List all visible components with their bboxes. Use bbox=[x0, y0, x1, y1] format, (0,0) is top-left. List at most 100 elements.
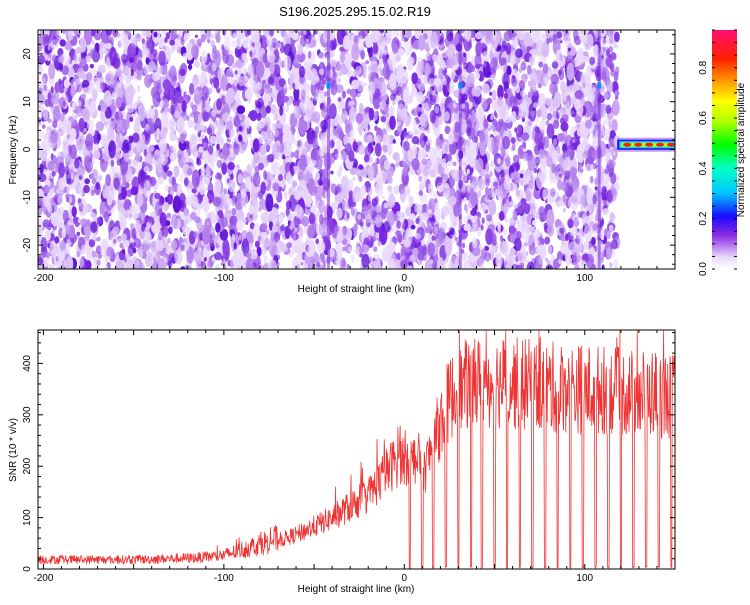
spectrogram-cell bbox=[401, 37, 405, 42]
spectrogram-cell bbox=[357, 214, 362, 220]
spectrogram-cell bbox=[297, 140, 302, 148]
spectrogram-cell bbox=[512, 40, 518, 49]
spectrogram-cell bbox=[289, 221, 296, 229]
spectrogram-cell bbox=[109, 47, 118, 65]
spectrogram-cell bbox=[346, 213, 350, 219]
spectrogram-cell bbox=[50, 129, 59, 144]
spectrogram-cell bbox=[102, 189, 109, 199]
spectrogram-cell bbox=[396, 220, 401, 229]
spectrogram-cell bbox=[43, 260, 49, 267]
spectrogram-cell bbox=[582, 150, 590, 159]
spectrogram-cell bbox=[553, 119, 560, 129]
spectrogram-cell bbox=[485, 162, 490, 173]
spectrogram-cell bbox=[310, 204, 317, 214]
spectrogram-cell bbox=[525, 189, 532, 202]
spectrogram-cell bbox=[85, 133, 94, 151]
spectrogram-cell bbox=[272, 85, 276, 94]
spectrogram-cell bbox=[76, 231, 81, 236]
spectrogram-cell bbox=[173, 165, 180, 178]
spectrogram-cell bbox=[281, 154, 286, 160]
spectrogram-cell bbox=[216, 247, 222, 254]
spectrogram-cell bbox=[216, 113, 220, 118]
spectrogram-cell bbox=[527, 64, 532, 75]
spectrogram-cell bbox=[302, 262, 309, 269]
spectrogram-cell bbox=[111, 79, 116, 86]
spectrogram-cell bbox=[380, 170, 387, 184]
spectrogram-cell bbox=[110, 159, 115, 167]
spectrogram-cell bbox=[562, 195, 566, 204]
spectrogram-cell bbox=[386, 210, 396, 226]
spectrogram-cell bbox=[154, 200, 163, 217]
spectrogram-cell bbox=[352, 106, 357, 113]
spectrogram-cell bbox=[429, 31, 439, 50]
spectrogram-cell bbox=[594, 186, 598, 191]
spectrogram-cell bbox=[129, 116, 134, 122]
spectrogram-cell bbox=[472, 216, 479, 229]
spectrogram-cell bbox=[363, 82, 367, 87]
spectrogram-cell bbox=[260, 222, 268, 231]
spectrogram-cell bbox=[162, 79, 171, 90]
spectrogram-cell bbox=[329, 103, 337, 120]
spectrogram-cell bbox=[62, 145, 69, 159]
spectrogram-cell bbox=[446, 77, 452, 83]
spectrogram-cell bbox=[175, 35, 179, 39]
spectrogram-cell bbox=[91, 250, 96, 258]
spectrogram-cell bbox=[39, 94, 46, 105]
spectrogram-cell bbox=[504, 116, 511, 124]
spectrogram-cell bbox=[180, 36, 185, 46]
spectrogram-cell bbox=[577, 232, 582, 240]
spectrogram-cell bbox=[544, 76, 549, 85]
spectrogram-cell bbox=[321, 79, 327, 85]
spectrogram-cell bbox=[515, 48, 523, 58]
spectrogram-cell bbox=[257, 162, 264, 171]
spectrogram-cell bbox=[191, 169, 200, 189]
spectrogram-cell bbox=[38, 55, 43, 60]
spectrogram-cell bbox=[294, 150, 300, 159]
spectrogram-cell bbox=[437, 166, 445, 176]
figure-title: S196.2025.295.15.02.R19 bbox=[279, 4, 431, 19]
spectrogram-cell bbox=[444, 125, 451, 135]
spectrogram-cell bbox=[143, 180, 152, 199]
spectrogram-cell bbox=[235, 37, 242, 50]
spectrogram-cell bbox=[296, 264, 300, 269]
spectrogram-cell bbox=[182, 129, 187, 134]
spectrogram-cell bbox=[546, 37, 550, 45]
spectrogram-cell bbox=[540, 32, 545, 40]
spectrogram-cell bbox=[83, 30, 89, 36]
spectrogram-cell bbox=[253, 150, 260, 164]
spectrogram-cell bbox=[556, 31, 562, 39]
spectrogram-cell bbox=[560, 80, 566, 92]
spectrogram-cell bbox=[352, 176, 356, 182]
spectrogram-cell bbox=[151, 71, 158, 82]
spectrogram-cell bbox=[201, 142, 208, 149]
spectrogram-cell bbox=[450, 238, 455, 245]
spectrogram-cell bbox=[279, 181, 284, 187]
spectrogram-cell bbox=[38, 121, 42, 126]
spectrogram-cell bbox=[427, 183, 434, 196]
spectrogram-cell bbox=[81, 244, 90, 254]
spectrogram-cell bbox=[603, 91, 609, 100]
spectrogram-cell bbox=[428, 147, 437, 163]
spectrogram-cell bbox=[336, 230, 343, 245]
spectrogram-cell bbox=[504, 254, 513, 269]
spectrogram-cell bbox=[585, 254, 595, 269]
spectrogram-cell bbox=[573, 216, 579, 228]
spectrogram-cell bbox=[77, 100, 82, 107]
spectrogram-cell bbox=[467, 173, 472, 180]
spectrogram-cell bbox=[49, 198, 53, 203]
spectrogram-cell bbox=[373, 246, 378, 252]
spectrogram-cell bbox=[435, 159, 439, 169]
spectrogram-cell bbox=[570, 111, 574, 115]
spectrogram-cell bbox=[78, 175, 83, 180]
spectrogram-cell bbox=[535, 38, 544, 57]
spectrogram-cell bbox=[587, 236, 592, 242]
spectrogram-cell bbox=[509, 183, 515, 194]
spectrogram-cell bbox=[442, 78, 448, 86]
spectrogram-cell bbox=[177, 154, 181, 159]
spectrogram-cell bbox=[512, 154, 520, 164]
spectrogram-cell bbox=[49, 242, 54, 252]
spectrogram-cell bbox=[132, 247, 137, 254]
spectrogram-cell bbox=[608, 125, 612, 132]
spectrogram-cell bbox=[489, 91, 493, 96]
spectrogram-cell bbox=[62, 209, 69, 223]
